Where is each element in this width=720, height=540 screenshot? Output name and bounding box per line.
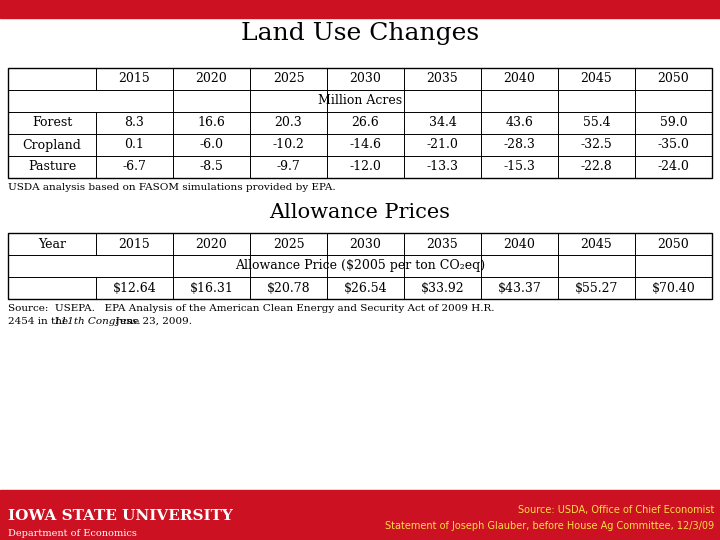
Text: 2020: 2020 <box>196 238 228 251</box>
Text: 2035: 2035 <box>427 72 459 85</box>
Text: 2040: 2040 <box>503 238 536 251</box>
Text: $33.92: $33.92 <box>420 281 464 294</box>
Text: $20.78: $20.78 <box>266 281 310 294</box>
Text: 2025: 2025 <box>273 72 305 85</box>
Text: 20.3: 20.3 <box>274 117 302 130</box>
Text: 2045: 2045 <box>580 72 613 85</box>
Text: 8.3: 8.3 <box>125 117 145 130</box>
Text: -35.0: -35.0 <box>657 138 690 152</box>
Text: 2454 in the: 2454 in the <box>8 317 71 326</box>
Text: Source:  USEPA.   EPA Analysis of the American Clean Energy and Security Act of : Source: USEPA. EPA Analysis of the Ameri… <box>8 304 495 313</box>
Text: Pasture: Pasture <box>28 160 76 173</box>
Text: USDA analysis based on FASOM simulations provided by EPA.: USDA analysis based on FASOM simulations… <box>8 183 336 192</box>
Bar <box>0 490 720 540</box>
Text: Allowance Prices: Allowance Prices <box>269 203 451 222</box>
Text: -14.6: -14.6 <box>349 138 382 152</box>
Text: 2015: 2015 <box>119 238 150 251</box>
Text: Cropland: Cropland <box>22 138 81 152</box>
Text: 2030: 2030 <box>350 72 382 85</box>
Text: 2050: 2050 <box>657 72 689 85</box>
Text: -6.0: -6.0 <box>199 138 223 152</box>
Bar <box>0 0 720 18</box>
Text: 111th Congress.: 111th Congress. <box>54 317 140 326</box>
Text: 2050: 2050 <box>657 238 689 251</box>
Text: -12.0: -12.0 <box>350 160 382 173</box>
Text: Department of Economics: Department of Economics <box>8 530 137 538</box>
Text: -9.7: -9.7 <box>276 160 300 173</box>
Text: 0.1: 0.1 <box>125 138 145 152</box>
Text: -28.3: -28.3 <box>503 138 536 152</box>
Text: 2030: 2030 <box>350 238 382 251</box>
Text: 34.4: 34.4 <box>428 117 456 130</box>
Text: -21.0: -21.0 <box>426 138 459 152</box>
Text: 2020: 2020 <box>196 72 228 85</box>
Text: Land Use Changes: Land Use Changes <box>241 22 479 45</box>
Text: June 23, 2009.: June 23, 2009. <box>109 317 192 326</box>
Text: -10.2: -10.2 <box>273 138 305 152</box>
Text: 26.6: 26.6 <box>351 117 379 130</box>
Text: 2045: 2045 <box>580 238 613 251</box>
Text: Forest: Forest <box>32 117 72 130</box>
Text: 2035: 2035 <box>427 238 459 251</box>
Text: -24.0: -24.0 <box>657 160 690 173</box>
Text: $26.54: $26.54 <box>343 281 387 294</box>
Bar <box>8 68 712 178</box>
Text: Year: Year <box>38 238 66 251</box>
Text: 55.4: 55.4 <box>582 117 611 130</box>
Text: Allowance Price ($2005 per ton CO₂eq): Allowance Price ($2005 per ton CO₂eq) <box>235 260 485 273</box>
Text: -32.5: -32.5 <box>580 138 613 152</box>
Text: $55.27: $55.27 <box>575 281 618 294</box>
Text: Million Acres: Million Acres <box>318 94 402 107</box>
Text: -15.3: -15.3 <box>503 160 536 173</box>
Bar <box>8 233 712 299</box>
Text: Statement of Joseph Glauber, before House Ag Committee, 12/3/09: Statement of Joseph Glauber, before Hous… <box>385 521 714 531</box>
Text: $43.37: $43.37 <box>498 281 541 294</box>
Text: -8.5: -8.5 <box>199 160 223 173</box>
Text: IOWA STATE UNIVERSITY: IOWA STATE UNIVERSITY <box>8 509 233 523</box>
Text: 16.6: 16.6 <box>197 117 225 130</box>
Text: $16.31: $16.31 <box>189 281 233 294</box>
Text: -6.7: -6.7 <box>122 160 146 173</box>
Text: $70.40: $70.40 <box>652 281 696 294</box>
Text: Source: USDA, Office of Chief Economist: Source: USDA, Office of Chief Economist <box>518 505 714 515</box>
Text: -22.8: -22.8 <box>580 160 613 173</box>
Text: -13.3: -13.3 <box>426 160 459 173</box>
Text: 2025: 2025 <box>273 238 305 251</box>
Text: 43.6: 43.6 <box>505 117 534 130</box>
Text: 59.0: 59.0 <box>660 117 688 130</box>
Text: $12.64: $12.64 <box>112 281 156 294</box>
Text: 2040: 2040 <box>503 72 536 85</box>
Text: 2015: 2015 <box>119 72 150 85</box>
